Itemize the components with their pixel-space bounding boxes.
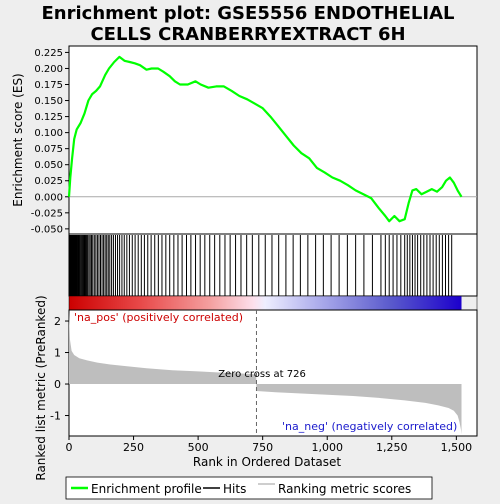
- metric-y-axis-label: Ranked list metric (PreRanked): [34, 295, 48, 480]
- metric-y-tick-label: 2: [54, 315, 61, 328]
- x-axis-label: Rank in Ordered Dataset: [193, 455, 341, 469]
- es-y-tick-label: 0.025: [34, 176, 63, 187]
- legend-enrichment-label: Enrichment profile: [91, 482, 202, 496]
- metric-y-tick-label: 1: [54, 347, 61, 360]
- enrichment-profile-line: [67, 55, 463, 223]
- legend-box: [65, 476, 433, 500]
- chart-title-line1: Enrichment plot: GSE5556 ENDOTHELIAL: [42, 3, 455, 24]
- es-y-tick-label: 0.125: [34, 112, 63, 123]
- metric-y-tick-label: -1: [50, 410, 61, 423]
- es-y-tick-label: -0.050: [31, 224, 63, 235]
- x-tick-label: 1,250: [376, 441, 408, 454]
- zero-cross-label: Zero cross at 726: [218, 369, 306, 380]
- x-tick-label: 250: [123, 441, 144, 454]
- es-plot-area: [68, 45, 478, 235]
- es-y-tick-label: 0.000: [34, 192, 63, 203]
- es-y-tick-label: 0.050: [34, 160, 63, 171]
- metric-y-tick-label: 0: [54, 378, 61, 391]
- es-y-tick-label: 0.100: [34, 128, 63, 139]
- x-tick-label: 500: [188, 441, 209, 454]
- hit-markers: [69, 235, 453, 296]
- chart-title-line2: CELLS CRANBERRYEXTRACT 6H: [90, 24, 405, 45]
- es-y-tick-label: 0.225: [34, 48, 63, 59]
- neg-correlated-label: 'na_neg' (negatively correlated): [282, 420, 457, 433]
- ranking-metric-area: [69, 311, 462, 435]
- es-y-tick-label: 0.175: [34, 80, 63, 91]
- es-y-axis-ticks: 0.225 0.200 0.175 0.150 0.125 0.100 0.075 0.050…: [31, 48, 69, 235]
- legend: Enrichment profile Hits Ranking metric s…: [65, 476, 433, 500]
- es-y-axis-label: Enrichment score (ES): [11, 73, 25, 206]
- x-tick-label: 0: [66, 441, 73, 454]
- ranking-color-bar: [69, 296, 462, 310]
- x-tick-label: 1,000: [311, 441, 343, 454]
- es-y-tick-label: 0.075: [34, 144, 63, 155]
- es-y-tick-label: 0.150: [34, 96, 63, 107]
- x-tick-label: 750: [252, 441, 273, 454]
- pos-correlated-label: 'na_pos' (positively correlated): [74, 311, 243, 324]
- legend-hits-label: Hits: [223, 482, 246, 496]
- x-axis-ticks: 0 250 500 750 1,000 1,250 1,500: [66, 436, 473, 454]
- x-tick-label: 1,500: [441, 441, 473, 454]
- metric-y-axis-ticks: 2 1 0 -1: [50, 315, 69, 423]
- hits-panel: [68, 233, 478, 297]
- legend-ranking-label: Ranking metric scores: [278, 482, 411, 496]
- es-y-tick-label: -0.025: [31, 208, 63, 219]
- es-y-tick-label: 0.200: [34, 64, 63, 75]
